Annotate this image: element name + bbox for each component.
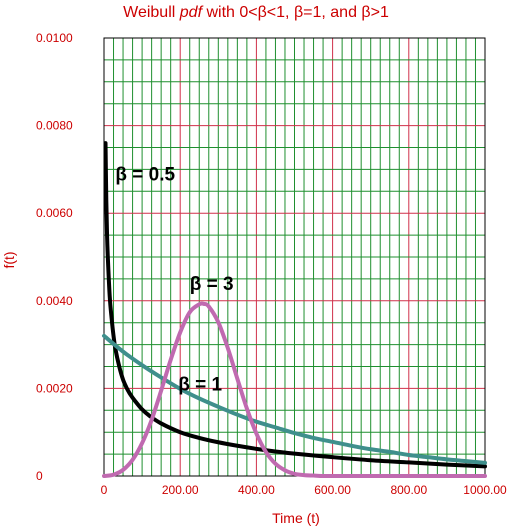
- x-tick-label: 400.00: [238, 483, 275, 497]
- x-tick-labels: 0 200.00 400.00 600.00 800.00 1000.00: [101, 483, 507, 497]
- curve-annotation-1: β = 0.5: [115, 164, 175, 185]
- y-tick-labels: 0 0.0020 0.0040 0.0060 0.0080 0.0100: [36, 31, 73, 483]
- y-tick-label: 0.0040: [36, 294, 73, 308]
- chart-title: Weibull pdf with 0<β<1, β=1, and β>1: [123, 4, 389, 21]
- series-line-3: [102, 301, 487, 479]
- y-tick-label: 0.0060: [36, 206, 73, 220]
- x-tick-label: 200.00: [162, 483, 199, 497]
- chart-title-suffix: with 0<β<1, β=1, and β>1: [202, 4, 389, 21]
- x-tick-label: 600.00: [314, 483, 351, 497]
- curve-annotation-2: β = 3: [190, 274, 234, 295]
- x-axis-label: Time (t): [272, 510, 320, 526]
- curve-annotation-3: β = 1: [178, 375, 222, 396]
- annotations: β = 0.5 β = 3 β = 1: [115, 164, 233, 395]
- y-tick-label: 0.0100: [36, 31, 73, 45]
- y-axis-label: f(t): [1, 251, 17, 268]
- grid: [104, 38, 485, 476]
- x-tick-label: 0: [101, 483, 108, 497]
- series-line-1: [103, 141, 487, 469]
- series-group: [102, 141, 487, 479]
- x-tick-label: 1000.00: [463, 483, 507, 497]
- y-tick-label: 0.0020: [36, 381, 73, 395]
- chart-title-italic: pdf: [179, 4, 204, 21]
- chart-title-prefix: Weibull: [123, 4, 180, 21]
- x-tick-label: 800.00: [390, 483, 427, 497]
- y-tick-label: 0: [36, 469, 43, 483]
- y-tick-label: 0.0080: [36, 119, 73, 133]
- series-line-2: [102, 333, 487, 465]
- plot-frame: [103, 37, 486, 477]
